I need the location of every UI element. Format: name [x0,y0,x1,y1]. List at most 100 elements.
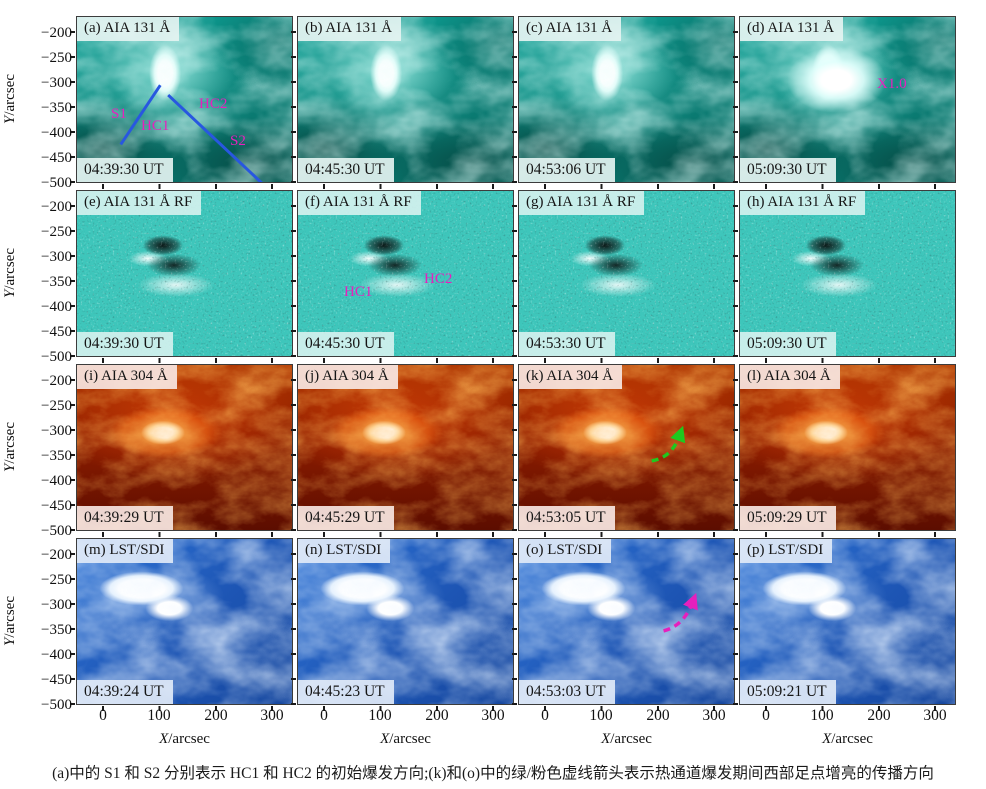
annotation-flare-class: X1.0 [877,76,907,92]
panel-label: (m) LST/SDI [77,539,174,563]
timestamp-text: 05:09:30 UT [747,160,827,178]
timestamp-text: 04:53:03 UT [526,682,606,700]
x-axis-col4: 0 100 200 300 [739,707,956,727]
panel-label: (l) AIA 304 Å [740,365,840,389]
solar-image-sdi [298,539,513,704]
y-tick-label: −350 [41,274,72,290]
y-tick-label: −450 [41,498,72,514]
solar-image-rf [740,191,955,356]
timestamp: 05:09:21 UT [740,679,836,704]
y-axis-row3: −200 −250 −300 −350 −400 −450 −500 [26,364,72,539]
timestamp-text: 04:39:30 UT [84,334,164,352]
timestamp: 04:45:23 UT [298,679,394,704]
panel-i: (i) AIA 304 Å 04:39:29 UT [70,364,293,537]
x-tick-label: 100 [589,707,613,724]
flare-brightening [787,46,887,113]
panel-label-text: (f) AIA 131 Å RF [305,194,412,210]
annotation-hc2: HC2 [424,271,453,287]
timestamp-text: 05:09:30 UT [747,334,827,352]
panel-label-text: (d) AIA 131 Å [747,20,835,36]
timestamp: 04:39:30 UT [77,331,173,356]
solar-image-aia304 [77,365,292,530]
panel-label-text: (b) AIA 131 Å [305,20,393,36]
panel-label-text: (k) AIA 304 Å [526,368,614,384]
timestamp-text: 05:09:21 UT [747,682,827,700]
panel-label: (p) LST/SDI [740,539,833,563]
timestamp: 04:53:06 UT [519,157,615,182]
timestamp-text: 04:39:29 UT [84,508,164,526]
timestamp: 04:39:24 UT [77,679,173,704]
panel-label: (n) LST/SDI [298,539,391,563]
panel-p: (p) LST/SDI 05:09:21 UT [733,538,956,711]
y-tick-label: −300 [41,423,72,439]
y-tick-label: −500 [41,697,72,713]
timestamp-text: 04:39:30 UT [84,160,164,178]
x-tick-label: 100 [810,707,834,724]
panel-j: (j) AIA 304 Å 04:45:29 UT [291,364,514,537]
timestamp: 04:45:29 UT [298,505,394,530]
timestamp: 05:09:30 UT [740,157,836,182]
panel-label-text: (g) AIA 131 Å RF [526,194,636,210]
solar-image-aia304 [740,365,955,530]
y-axis-row4: −200 −250 −300 −350 −400 −450 −500 [26,538,72,713]
x-axis-col3: 0 100 200 300 [518,707,735,727]
annotation-s2: S2 [230,133,246,149]
y-tick-label: −500 [41,349,72,365]
y-axis-title: Y/arcsec [2,596,18,647]
timestamp: 05:09:29 UT [740,505,836,530]
solar-image-aia131: X1.0 [740,17,955,182]
panel-n: (n) LST/SDI 04:45:23 UT [291,538,514,711]
panel-b: (b) AIA 131 Å 04:45:30 UT [291,16,514,189]
panel-d: X1.0 (d) AIA 131 Å 05:09:30 UT [733,16,956,189]
y-tick-label: −200 [41,373,72,389]
panel-label: (e) AIA 131 Å RF [77,191,202,215]
timestamp-text: 04:45:30 UT [305,334,385,352]
x-tick-label: 300 [260,707,284,724]
y-tick-label: −250 [41,572,72,588]
y-tick-label: −400 [41,473,72,489]
y-axis-title: Y/arcsec [2,74,18,125]
timestamp: 04:39:30 UT [77,157,173,182]
x-tick-label: 200 [867,707,891,724]
solar-image-aia131 [519,17,734,182]
panel-label: (d) AIA 131 Å [740,17,844,41]
y-tick-label: −200 [41,547,72,563]
panel-l: (l) AIA 304 Å 05:09:29 UT [733,364,956,537]
x-tick-label: 100 [147,707,171,724]
x-tick-label: 0 [320,707,328,724]
annotation-s1: S1 [111,106,127,122]
y-tick-label: −250 [41,50,72,66]
y-axis-row2: −200 −250 −300 −350 −400 −450 −500 [26,190,72,365]
panel-f: HC1 HC2 (f) AIA 131 Å RF 04:45:30 UT [291,190,514,363]
panel-g: (g) AIA 131 Å RF 04:53:30 UT [512,190,735,363]
panel-label-text: (p) LST/SDI [747,542,824,558]
panel-label-text: (j) AIA 304 Å [305,368,389,384]
x-axis-title: X/arcsec [159,731,210,747]
timestamp-text: 04:53:05 UT [526,508,606,526]
x-axis-title: X/arcsec [601,731,652,747]
y-tick-label: −450 [41,150,72,166]
x-tick-label: 200 [646,707,670,724]
timestamp: 04:53:05 UT [519,505,615,530]
panel-h: (h) AIA 131 Å RF 05:09:30 UT [733,190,956,363]
solar-image-rf: HC1 HC2 [298,191,513,356]
panel-label: (o) LST/SDI [519,539,612,563]
x-tick-label: 0 [99,707,107,724]
y-tick-label: −300 [41,597,72,613]
timestamp: 04:53:30 UT [519,331,615,356]
y-axis-row1: −200 −250 −300 −350 −400 −450 −500 [26,16,72,191]
figure-caption: (a)中的 S1 和 S2 分别表示 HC1 和 HC2 的初始爆发方向;(k)… [52,765,934,782]
x-axis-title: X/arcsec [380,731,431,747]
timestamp-text: 04:53:06 UT [526,160,606,178]
y-tick-label: −350 [41,622,72,638]
x-tick-label: 300 [481,707,505,724]
panel-label: (f) AIA 131 Å RF [298,191,421,215]
y-tick-label: −400 [41,299,72,315]
solar-image-aia131 [298,17,513,182]
x-tick-label: 200 [425,707,449,724]
y-tick-label: −350 [41,100,72,116]
x-tick-label: 0 [541,707,549,724]
timestamp-text: 04:53:30 UT [526,334,606,352]
panel-a: S1 HC1 HC2 S2 (a) AIA 131 Å 04:39:30 UT [70,16,293,189]
propagation-arrow-magenta [663,592,698,633]
